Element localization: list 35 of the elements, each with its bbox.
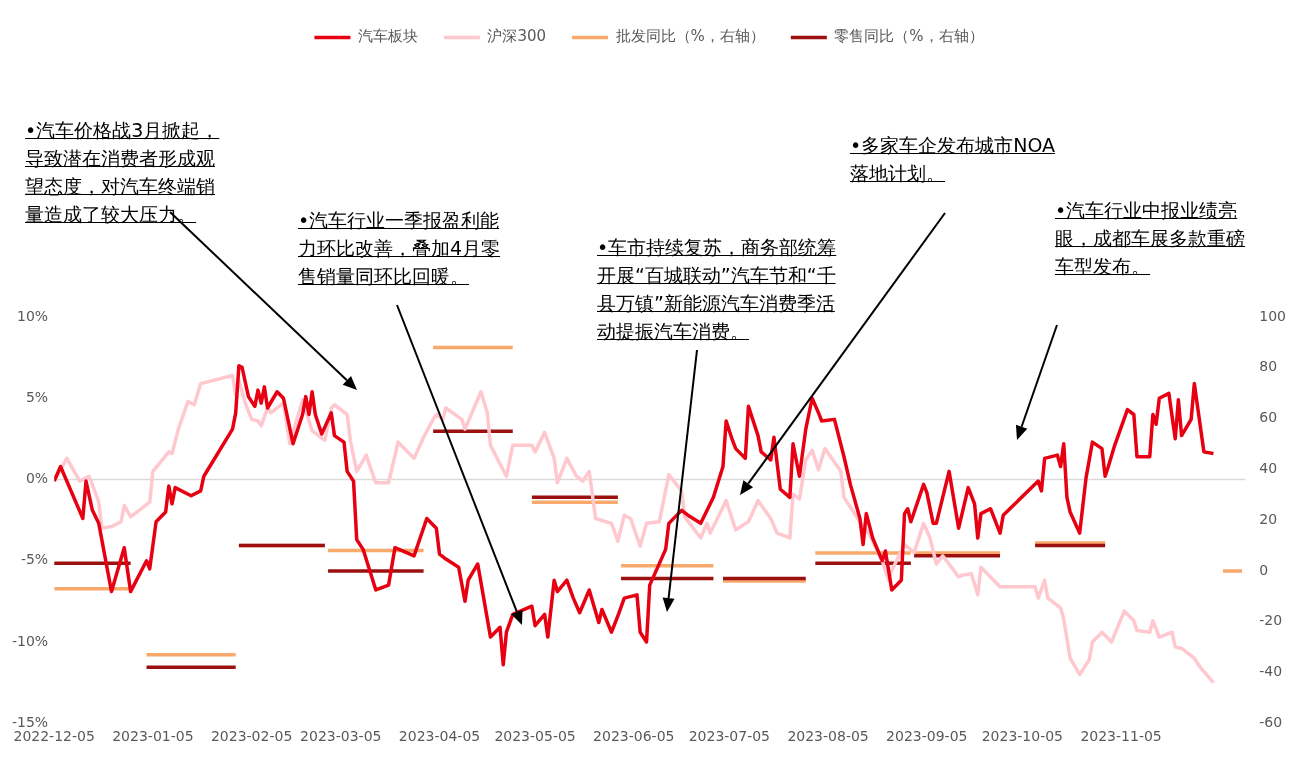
legend-label: 零售同比（%，右轴） <box>834 27 984 46</box>
x-tick-label: 2023-08-05 <box>787 728 869 745</box>
y2-tick-label: -20 <box>1259 612 1283 629</box>
y-tick-label: 10% <box>17 307 49 324</box>
y-tick-label: -5% <box>20 551 49 568</box>
x-tick-label: 2023-07-05 <box>688 728 771 745</box>
x-tick-label: 2022-12-05 <box>13 728 95 745</box>
text: •汽车行业一季报盈利能力环比改善，叠加4月零售销量同环比回暖。 <box>298 208 502 289</box>
y2-tick-label: -60 <box>1259 713 1283 730</box>
legend-label: 沪深300 <box>487 27 547 46</box>
y2-tick-label: 20 <box>1259 510 1278 527</box>
annotation: •车市持续复苏，商务部统筹开展“百城联动”汽车节和“千县万镇”新能源汽车消费季活动提振汽车消费。 <box>597 235 838 344</box>
x-tick-label: 2023-06-05 <box>593 728 675 745</box>
y2-tick-label: 40 <box>1259 459 1278 476</box>
x-tick-label: 2023-05-05 <box>494 728 576 745</box>
y2-tick-label: 0 <box>1259 561 1269 578</box>
y-tick-label: -10% <box>12 632 49 649</box>
legend-label: 汽车板块 <box>357 27 418 46</box>
x-tick-label: 2023-09-05 <box>886 728 968 745</box>
y2-tick-label: 60 <box>1259 409 1278 426</box>
x-tick-label: 2023-11-05 <box>1080 728 1162 745</box>
y-tick-label: -15% <box>12 713 49 730</box>
x-tick-label: 2023-04-05 <box>398 728 481 745</box>
y2-tick-label: -40 <box>1259 663 1283 680</box>
y2-tick-label: 100 <box>1259 307 1287 324</box>
x-tick-label: 2023-01-05 <box>112 728 194 745</box>
x-tick-label: 2023-10-05 <box>981 728 1064 745</box>
text: •多家车企发布城市NOA落地计划。 <box>850 133 1057 186</box>
y-tick-label: 0% <box>25 470 49 487</box>
y-tick-label: 5% <box>25 388 49 405</box>
y2-tick-label: 80 <box>1259 358 1278 375</box>
text: •汽车行业中报业绩亮眼，成都车展多款重磅车型发布。 <box>1055 198 1246 279</box>
x-tick-label: 2023-02-05 <box>210 728 293 745</box>
legend-label: 批发同比（%，右轴） <box>615 27 765 46</box>
x-tick-label: 2023-03-05 <box>300 728 382 745</box>
